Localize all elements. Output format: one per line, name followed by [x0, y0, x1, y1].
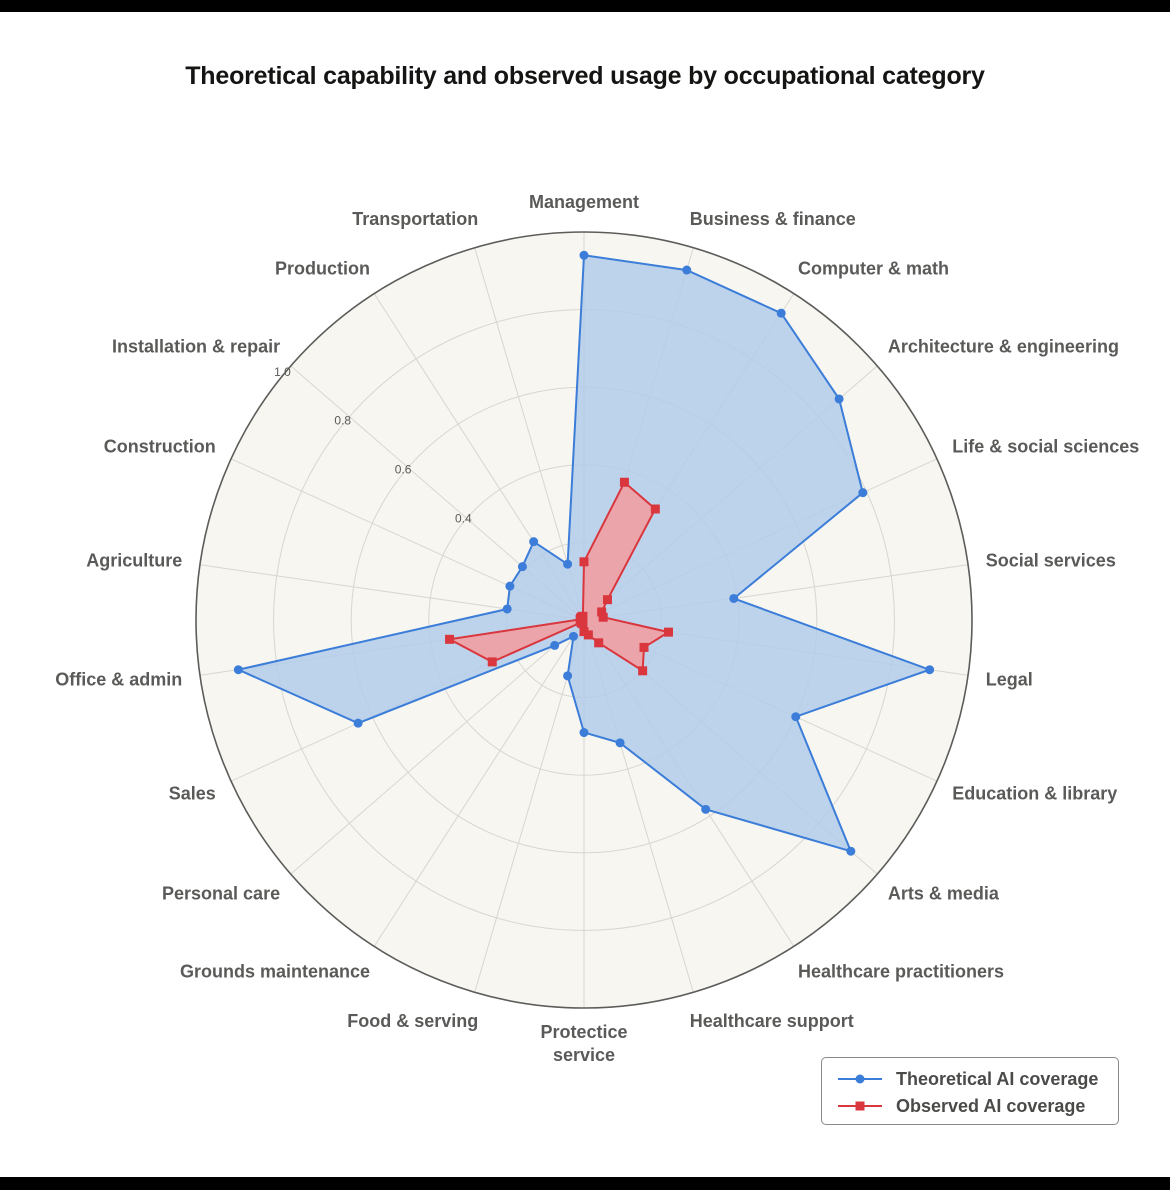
category-label: Healthcare support: [690, 1011, 854, 1031]
legend-item-observed: Observed AI coverage: [836, 1094, 1085, 1118]
data-point-observed: [594, 638, 604, 648]
data-point-observed: [487, 657, 497, 667]
data-point-theoretical: [846, 846, 856, 856]
category-label: Computer & math: [798, 258, 949, 278]
data-point-observed: [663, 627, 673, 637]
category-label: Transportation: [352, 209, 478, 229]
category-label: Personal care: [162, 884, 280, 904]
data-point-theoretical: [615, 738, 625, 748]
legend-label-theoretical: Theoretical AI coverage: [896, 1068, 1099, 1089]
data-point-observed: [445, 634, 455, 644]
data-point-theoretical: [353, 718, 363, 728]
data-point-theoretical: [925, 665, 935, 675]
data-point-theoretical: [529, 537, 539, 547]
radial-tick-label: 1.0: [274, 365, 291, 379]
outer-ring: [195, 231, 973, 1009]
data-point-theoretical: [791, 712, 801, 722]
radial-tick-label: 0.4: [455, 511, 472, 525]
data-point-theoretical: [776, 308, 786, 318]
data-point-observed: [579, 627, 589, 637]
category-label: Arts & media: [888, 884, 1000, 904]
data-point-theoretical: [563, 559, 573, 569]
category-label: Legal: [986, 669, 1033, 689]
category-label: Office & admin: [55, 669, 182, 689]
category-label: Protectice service: [540, 1022, 627, 1065]
data-point-theoretical: [233, 665, 243, 675]
data-point-theoretical: [834, 394, 844, 404]
data-point-theoretical: [550, 640, 560, 650]
grid-spoke: [373, 619, 585, 947]
category-label: Education & library: [952, 784, 1117, 804]
data-point-theoretical: [505, 581, 515, 591]
grid-spoke: [474, 619, 585, 993]
data-point-theoretical: [701, 804, 711, 814]
data-point-theoretical: [682, 265, 692, 275]
data-point-theoretical: [579, 250, 589, 260]
category-label: Architecture & engineering: [888, 336, 1119, 356]
data-point-theoretical: [563, 671, 573, 681]
category-label: Healthcare practitioners: [798, 962, 1004, 982]
category-label: Sales: [169, 784, 216, 804]
legend: Theoretical AI coverage Observed AI cove…: [821, 1057, 1119, 1125]
category-label: Grounds maintenance: [180, 962, 370, 982]
category-label: Installation & repair: [112, 336, 280, 356]
data-point-theoretical: [579, 728, 589, 738]
category-label: Construction: [104, 436, 216, 456]
data-point-observed: [638, 666, 648, 676]
grid-spoke: [474, 247, 585, 621]
data-point-observed: [619, 477, 629, 487]
radar-chart: 0.4 0.6 0.8 1.0 Management Business & finance…: [55, 192, 1139, 1065]
category-label: Business & finance: [690, 209, 856, 229]
legend-marker-circle-icon: [838, 1074, 882, 1084]
category-label: Food & serving: [347, 1011, 478, 1031]
data-point-theoretical: [517, 562, 527, 572]
category-label: Social services: [986, 551, 1116, 571]
data-point-observed: [579, 557, 589, 567]
legend-marker-square-icon: [838, 1101, 882, 1111]
data-point-theoretical: [502, 604, 512, 614]
data-point-observed: [650, 504, 660, 514]
data-point-observed: [602, 595, 612, 605]
chart-title: Theoretical capability and observed usag…: [185, 62, 985, 90]
data-point-observed: [578, 611, 588, 621]
category-label: Life & social sciences: [952, 436, 1139, 456]
data-point-observed: [598, 612, 608, 622]
radial-tick-label: 0.8: [334, 414, 351, 428]
radial-tick-label: 0.6: [395, 462, 412, 476]
data-point-theoretical: [858, 488, 868, 498]
category-label: Management: [529, 192, 639, 212]
data-point-observed: [597, 607, 607, 617]
grid-spoke: [290, 619, 585, 875]
category-label: Agriculture: [86, 551, 182, 571]
data-point-theoretical: [569, 631, 579, 641]
legend-label-observed: Observed AI coverage: [896, 1095, 1086, 1116]
data-point-observed: [639, 642, 649, 652]
legend-item-theoretical: Theoretical AI coverage: [836, 1067, 1098, 1091]
chart-canvas: Theoretical capability and observed usag…: [0, 12, 1170, 1177]
data-point-theoretical: [729, 593, 739, 603]
category-label: Production: [275, 258, 370, 278]
